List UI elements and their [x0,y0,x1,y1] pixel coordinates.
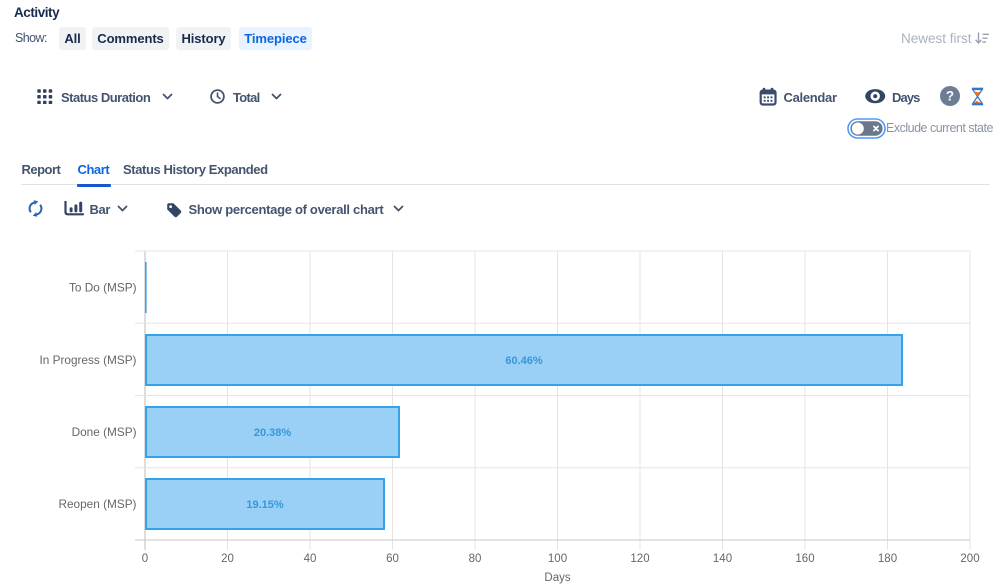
svg-text:?: ? [945,89,953,104]
svg-text:In Progress (MSP): In Progress (MSP) [39,353,136,367]
svg-text:Reopen (MSP): Reopen (MSP) [58,497,136,511]
svg-text:120: 120 [630,553,649,565]
svg-text:80: 80 [469,553,482,565]
svg-text:140: 140 [713,553,732,565]
svg-text:60: 60 [386,553,399,565]
svg-text:20.38%: 20.38% [254,427,292,439]
svg-text:19.15%: 19.15% [246,499,284,511]
svg-text:200: 200 [960,553,979,565]
svg-text:20: 20 [221,553,234,565]
svg-text:Done (MSP): Done (MSP) [72,425,137,439]
svg-text:40: 40 [304,553,317,565]
svg-text:100: 100 [548,553,567,565]
svg-text:60.46%: 60.46% [505,355,543,367]
svg-text:To Do (MSP): To Do (MSP) [69,281,137,295]
svg-text:0: 0 [142,553,148,565]
svg-text:180: 180 [878,553,897,565]
svg-text:Days: Days [544,572,570,584]
svg-text:160: 160 [795,553,814,565]
